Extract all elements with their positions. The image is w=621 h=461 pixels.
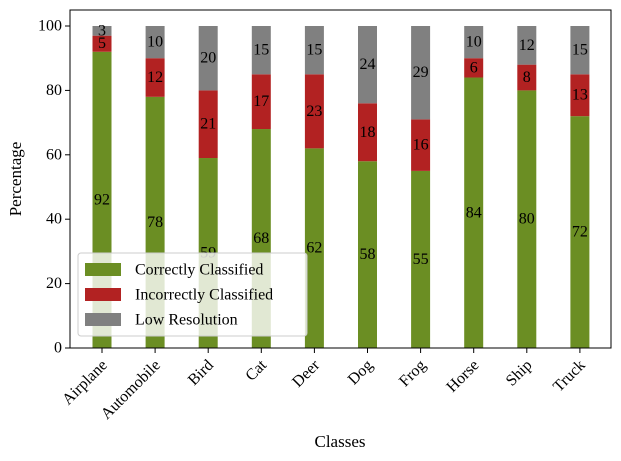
bar-deer-low-resolution — [304, 26, 324, 75]
bar-value-label: 78 — [147, 214, 163, 231]
bar-value-label: 21 — [200, 116, 216, 133]
bar-value-label: 13 — [572, 87, 588, 104]
bar-value-label: 92 — [94, 191, 110, 208]
bar-deer-correctly-classified — [304, 148, 324, 348]
bar-value-label: 18 — [360, 124, 376, 141]
plot-frame — [69, 9, 612, 349]
bar-airplane-low-resolution — [92, 26, 112, 36]
legend-label: Correctly Classified — [135, 262, 263, 279]
bar-value-label: 6 — [470, 59, 478, 76]
bar-deer-incorrectly-classified — [304, 74, 324, 149]
bar-value-label: 12 — [519, 37, 535, 54]
y-tick-label: 100 — [38, 18, 62, 35]
bar-value-label: 16 — [413, 137, 429, 154]
bar-ship-correctly-classified — [517, 90, 537, 349]
bar-frog-incorrectly-classified — [411, 119, 431, 171]
bar-airplane-incorrectly-classified — [92, 35, 112, 52]
bar-truck-correctly-classified — [570, 116, 590, 348]
y-tick-label: 0 — [54, 340, 62, 357]
bar-value-label: 24 — [360, 56, 376, 73]
bar-truck-low-resolution — [570, 26, 590, 75]
legend-swatch — [85, 313, 121, 326]
bar-value-label: 15 — [253, 42, 269, 59]
bar-automobile-low-resolution — [145, 26, 165, 59]
bar-value-label: 23 — [306, 103, 322, 120]
bar-value-label: 68 — [253, 230, 269, 247]
x-tick-label: Truck — [550, 357, 589, 396]
bar-truck-incorrectly-classified — [570, 74, 590, 117]
bar-bird-low-resolution — [198, 26, 218, 91]
y-tick-label: 20 — [46, 275, 62, 292]
bar-value-label: 72 — [572, 224, 588, 241]
bar-value-label: 58 — [360, 246, 376, 263]
x-tick-label: Deer — [289, 356, 323, 390]
bar-horse-correctly-classified — [464, 77, 484, 349]
bar-dog-low-resolution — [358, 26, 377, 104]
x-axis-label: Classes — [315, 432, 366, 451]
bar-cat-low-resolution — [251, 26, 271, 75]
x-tick-label: Cat — [242, 356, 270, 384]
bar-value-label: 80 — [519, 211, 535, 228]
legend-label: Low Resolution — [135, 312, 238, 329]
y-axis-label: Percentage — [6, 142, 25, 217]
bar-value-label: 8 — [523, 69, 531, 86]
bar-value-label: 3 — [98, 22, 106, 39]
legend-box — [77, 252, 308, 337]
bar-value-label: 15 — [572, 42, 588, 59]
bar-value-label: 55 — [413, 251, 429, 268]
bar-value-label: 10 — [466, 34, 482, 51]
x-tick-label: Dog — [345, 357, 377, 389]
x-tick-label: Ship — [503, 357, 536, 390]
x-tick-label: Airplane — [59, 357, 111, 409]
bar-dog-correctly-classified — [358, 161, 377, 348]
bar-value-label: 20 — [200, 50, 216, 67]
legend-swatch — [85, 288, 121, 301]
bar-horse-incorrectly-classified — [464, 58, 484, 78]
x-tick-label: Horse — [443, 357, 482, 396]
bar-value-label: 84 — [466, 204, 482, 221]
x-tick-label: Frog — [396, 357, 429, 390]
bar-ship-incorrectly-classified — [517, 64, 537, 91]
legend: Correctly Classified Incorrectly Classifi… — [77, 252, 308, 337]
bar-value-label: 5 — [98, 35, 106, 52]
bar-value-label: 12 — [147, 69, 163, 86]
bar-value-label: 15 — [306, 42, 322, 59]
bar-automobile-incorrectly-classified — [145, 58, 165, 97]
y-tick-label: 40 — [46, 211, 62, 228]
y-tick-label: 80 — [46, 82, 62, 99]
y-tick-label: 60 — [46, 146, 62, 163]
bar-value-label: 10 — [147, 34, 163, 51]
bar-cat-incorrectly-classified — [251, 74, 271, 130]
y-axis: 0 20 40 60 80 100 — [38, 18, 70, 357]
bar-ship-low-resolution — [517, 26, 537, 65]
bar-value-label: 62 — [306, 240, 322, 257]
bar-frog-low-resolution — [411, 26, 431, 120]
bar-dog-incorrectly-classified — [358, 103, 377, 162]
bar-horse-low-resolution — [464, 26, 484, 59]
bar-bird-incorrectly-classified — [198, 90, 218, 159]
bar-value-label: 17 — [253, 93, 269, 110]
bar-frog-correctly-classified — [411, 170, 431, 348]
bar-value-label: 29 — [413, 64, 429, 81]
x-tick-label: Bird — [185, 357, 217, 389]
legend-label: Incorrectly Classified — [135, 287, 273, 304]
bar-labels-layer: 9253781210592120681715622315581824551629… — [94, 22, 588, 268]
legend-swatch — [85, 263, 121, 276]
